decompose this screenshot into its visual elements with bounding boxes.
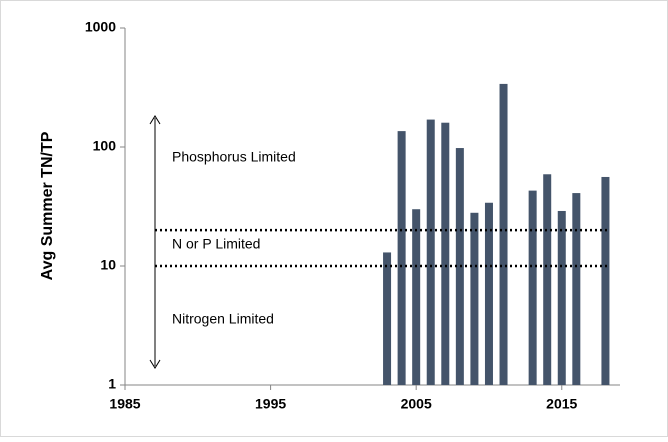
x-tick-label: 1985 (109, 396, 140, 412)
bar (397, 131, 406, 385)
bar (499, 83, 508, 385)
bar (484, 202, 493, 385)
arrow-head (149, 115, 161, 125)
bar (441, 122, 450, 386)
y-tick-label: 1000 (85, 19, 116, 35)
bar (455, 148, 464, 385)
annotation: N or P Limited (172, 236, 260, 252)
bar (528, 190, 537, 385)
arrow-head (149, 359, 161, 369)
bar (426, 119, 435, 386)
bar (572, 193, 581, 385)
bar (412, 209, 421, 385)
bar (470, 212, 479, 385)
annotation: Nitrogen Limited (172, 311, 274, 327)
bar (557, 210, 566, 385)
bar (601, 176, 610, 385)
y-tick-label: 10 (100, 257, 116, 273)
y-tick-label: 1 (108, 376, 116, 392)
x-tick-label: 2005 (401, 396, 432, 412)
bar (383, 252, 392, 385)
y-tick-label: 100 (93, 138, 117, 154)
x-tick-label: 1995 (255, 396, 286, 412)
annotation: Phosphorus Limited (172, 149, 296, 165)
x-tick-label: 2015 (546, 396, 577, 412)
y-axis-label: Avg Summer TN/TP (39, 131, 56, 280)
bar (543, 174, 552, 385)
